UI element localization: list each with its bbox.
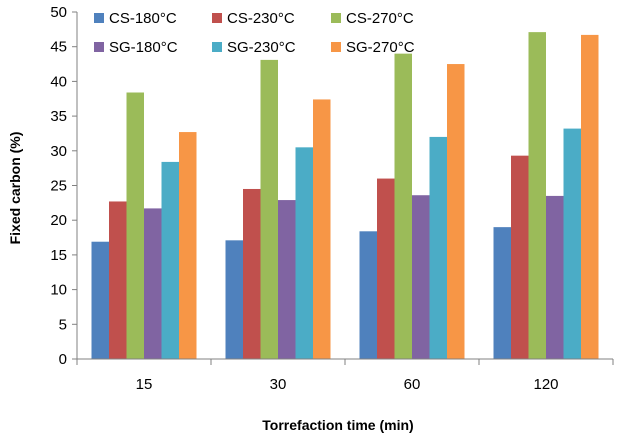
y-axis-ticks: 0 5 10 15 20 25 30 35 40 45 50 <box>50 4 77 368</box>
bar-cs270c-30 <box>260 59 278 360</box>
y-tick-label: 40 <box>50 73 67 90</box>
bar-cs230c-60 <box>377 178 395 359</box>
bars <box>91 32 599 360</box>
legend: CS-180°C CS-230°C CS-270°C SG-180°C SG-230°C… <box>94 10 415 56</box>
legend-label: CS-270°C <box>346 10 414 27</box>
bar-sg270c-30 <box>313 99 331 359</box>
x-axis-ticks: 15 30 60 120 <box>76 359 614 393</box>
legend-swatch <box>331 13 341 23</box>
bar-sg230c-60 <box>429 136 447 359</box>
y-tick-label: 50 <box>50 4 67 21</box>
bar-cs180c-30 <box>225 240 243 359</box>
legend-swatch <box>331 42 341 52</box>
y-tick-label: 30 <box>50 143 67 160</box>
legend-label: CS-230°C <box>227 10 295 27</box>
legend-label: SG-230°C <box>227 39 296 56</box>
legend-label: SG-270°C <box>346 39 415 56</box>
bar-cs230c-120 <box>511 155 529 359</box>
legend-swatch <box>94 42 104 52</box>
y-tick-label: 35 <box>50 108 67 125</box>
bar-cs180c-120 <box>493 227 511 359</box>
bar-cs270c-60 <box>394 53 412 359</box>
y-tick-label: 45 <box>50 39 67 56</box>
bar-sg180c-15 <box>144 208 162 359</box>
y-tick-label: 15 <box>50 247 67 264</box>
bar-cs180c-60 <box>359 231 377 359</box>
bar-sg230c-30 <box>295 147 313 359</box>
bar-cs230c-30 <box>243 188 261 359</box>
legend-label: CS-180°C <box>109 10 177 27</box>
bar-cs180c-15 <box>91 241 109 359</box>
bar-sg270c-60 <box>447 64 465 360</box>
bar-sg180c-120 <box>546 195 564 359</box>
legend-swatch <box>212 42 222 52</box>
x-tick-label: 15 <box>136 376 153 393</box>
y-tick-label: 20 <box>50 212 67 229</box>
x-axis-title: Torrefaction time (min) <box>262 417 413 433</box>
y-tick-label: 5 <box>59 316 67 333</box>
bar-cs270c-120 <box>528 32 546 359</box>
legend-swatch <box>212 13 222 23</box>
bar-sg180c-60 <box>412 195 430 359</box>
x-tick-label: 120 <box>533 376 558 393</box>
legend-label: SG-180°C <box>109 39 178 56</box>
x-tick-label: 60 <box>404 376 421 393</box>
bar-cs270c-15 <box>126 92 144 359</box>
bar-sg180c-30 <box>278 200 296 359</box>
bar-cs230c-15 <box>109 201 127 359</box>
x-tick-label: 30 <box>270 376 287 393</box>
bar-sg230c-120 <box>563 128 581 359</box>
y-tick-label: 25 <box>50 178 67 195</box>
legend-swatch <box>94 13 104 23</box>
bar-sg230c-15 <box>161 161 179 359</box>
bar-sg270c-120 <box>581 34 599 359</box>
y-tick-label: 10 <box>50 282 67 299</box>
y-axis-title: Fixed carbon (%) <box>7 132 23 245</box>
y-tick-label: 0 <box>59 351 67 368</box>
bar-sg270c-15 <box>179 132 197 359</box>
